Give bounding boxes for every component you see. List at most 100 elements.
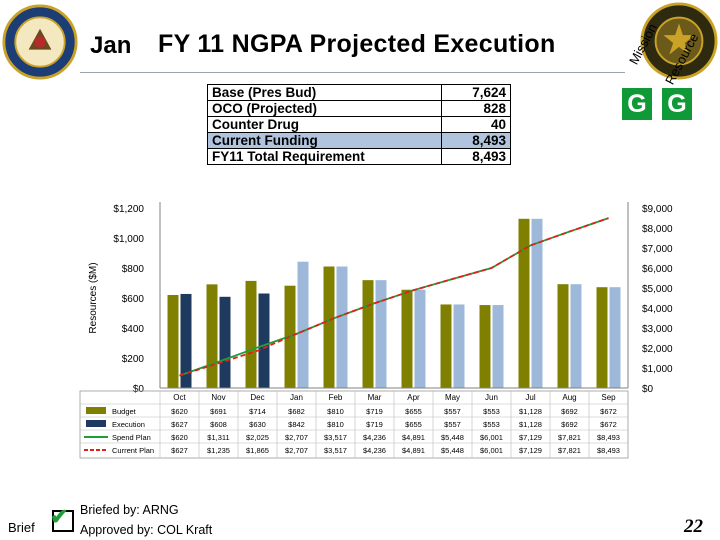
title-divider [80, 72, 625, 73]
legend-entry: Spend Plan [112, 433, 151, 442]
y-left-tick-label: $0 [133, 384, 145, 395]
funding-value: 8,493 [441, 148, 511, 165]
data-label: $810 [327, 407, 344, 416]
data-label: $7,129 [519, 446, 542, 455]
chart-axes: $0 $200 $400 $600 $800 $1,000 $1,200 $0 $1,000 $2… [88, 202, 673, 395]
y-right-tick-label: $1,000 [642, 364, 673, 375]
y-left-tick-label: $600 [122, 294, 145, 305]
y-right-tick-label: $0 [642, 384, 654, 395]
funding-value: 8,493 [441, 132, 511, 149]
data-label: $557 [444, 407, 461, 416]
budget-bar [401, 289, 413, 388]
x-tick-label: May [445, 393, 460, 402]
funding-label: OCO (Projected) [207, 100, 442, 117]
y-right-tick-label: $3,000 [642, 324, 673, 335]
execution-bar [219, 296, 231, 388]
execution-bar [453, 304, 465, 388]
budget-bar [479, 305, 491, 388]
brief-label: Brief [8, 520, 35, 535]
chart-bars [167, 218, 621, 388]
budget-bar [596, 287, 608, 388]
execution-bar [609, 287, 621, 388]
x-tick-label: Feb [329, 393, 343, 402]
y-left-tick-label: $800 [122, 264, 145, 275]
data-label: $1,235 [207, 446, 230, 455]
budget-bar [167, 295, 179, 388]
data-label: $5,448 [441, 446, 464, 455]
x-tick-label: Aug [562, 393, 576, 402]
x-tick-label: Nov [211, 393, 225, 402]
execution-bar [492, 305, 504, 388]
data-label: $627 [171, 446, 188, 455]
budget-bar [245, 280, 257, 388]
funding-value: 828 [441, 100, 511, 117]
data-label: $630 [249, 420, 266, 429]
data-label: $2,707 [285, 446, 308, 455]
funding-value: 7,624 [441, 84, 511, 101]
data-label: $6,001 [480, 446, 503, 455]
data-label: $4,236 [363, 433, 386, 442]
data-label: $691 [210, 407, 227, 416]
y-right-tick-label: $2,000 [642, 344, 673, 355]
legend-swatch [86, 420, 106, 427]
data-label: $3,517 [324, 446, 347, 455]
table-row-highlight: Current Funding 8,493 [207, 132, 511, 149]
budget-bar [557, 284, 569, 388]
data-label: $810 [327, 420, 344, 429]
execution-chart: $0 $200 $400 $600 $800 $1,000 $1,200 $0 $1,000 $2… [79, 202, 673, 459]
y-right-tick-label: $7,000 [642, 244, 673, 255]
current-plan-line [179, 217, 609, 377]
legend-swatch [86, 407, 106, 414]
budget-bar [518, 218, 530, 388]
month-label: Jan [90, 32, 132, 59]
data-label: $2,025 [246, 433, 269, 442]
execution-bar [531, 218, 543, 388]
table-row: FY11 Total Requirement 8,493 [207, 148, 511, 165]
data-label: $692 [561, 407, 578, 416]
data-label: $2,707 [285, 433, 308, 442]
x-tick-label: Jan [290, 393, 303, 402]
table-row: OCO (Projected) 828 [207, 100, 511, 117]
data-label: $4,891 [402, 433, 425, 442]
legend-entry: Execution [112, 420, 145, 429]
funding-label: Base (Pres Bud) [207, 84, 442, 101]
table-row: Base (Pres Bud) 7,624 [207, 84, 511, 101]
data-label: $1,865 [246, 446, 269, 455]
execution-bar [258, 293, 270, 388]
data-label: $553 [483, 420, 500, 429]
data-label: $1,128 [519, 420, 542, 429]
y-right-tick-label: $8,000 [642, 224, 673, 235]
budget-bar [440, 304, 452, 388]
data-label: $608 [210, 420, 227, 429]
briefed-by-text: Briefed by: ARNG [80, 503, 179, 517]
check-icon: ✔ [50, 504, 69, 529]
chart-lines [179, 217, 609, 377]
data-label: $714 [249, 407, 266, 416]
data-label: $655 [405, 407, 422, 416]
data-label: $6,001 [480, 433, 503, 442]
page-title: FY 11 NGPA Projected Execution [158, 30, 556, 58]
data-label: $553 [483, 407, 500, 416]
brief-checkbox [52, 510, 74, 532]
execution-bar [336, 266, 348, 388]
execution-bar [570, 284, 582, 388]
y-right-tick-label: $9,000 [642, 204, 673, 215]
ngb-seal-icon [640, 2, 718, 80]
funding-value: 40 [441, 116, 511, 133]
x-tick-label: Apr [407, 393, 420, 402]
data-label: $692 [561, 420, 578, 429]
x-tick-label: Jul [525, 393, 535, 402]
budget-bar [323, 266, 335, 388]
budget-bar [206, 284, 218, 388]
y-right-tick-label: $4,000 [642, 304, 673, 315]
data-label: $719 [366, 420, 383, 429]
chart-data-table: Oct Nov Dec Jan Feb Mar Apr May Jun Jul Aug Sep Budg… [79, 390, 629, 459]
x-tick-label: Jun [485, 393, 498, 402]
execution-bar [180, 293, 192, 388]
y-left-tick-label: $1,000 [113, 234, 144, 245]
funding-label: Current Funding [207, 132, 442, 149]
data-label: $7,129 [519, 433, 542, 442]
data-label: $4,236 [363, 446, 386, 455]
data-table-frame [79, 390, 629, 459]
data-label: $5,448 [441, 433, 464, 442]
